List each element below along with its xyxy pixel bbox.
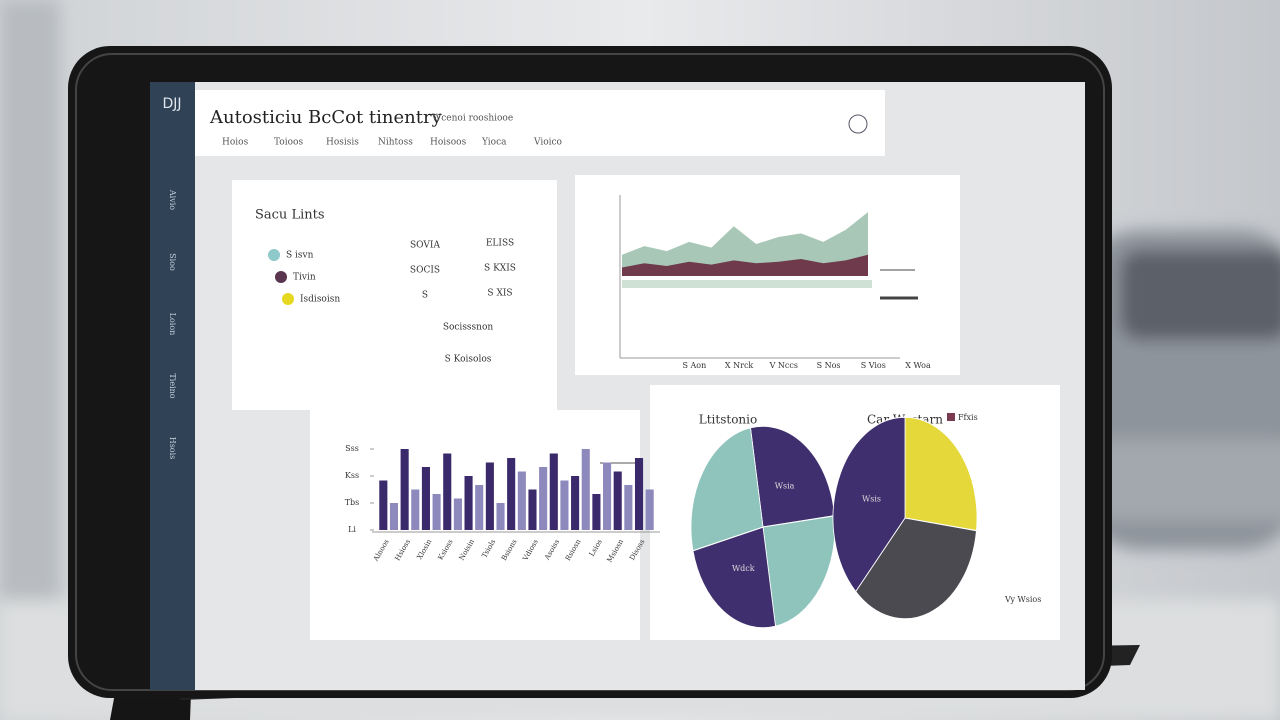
tab[interactable]: Hoios: [222, 138, 249, 148]
summary-value: SOVIA: [410, 241, 440, 251]
x-tick-label: S Vios: [861, 361, 886, 370]
pie-slice: [904, 416, 978, 532]
x-tick-label: X Woa: [905, 361, 931, 370]
footer-note: Vy Wsios: [1004, 595, 1041, 604]
legend-swatch: [275, 271, 287, 283]
x-tick-label: X Nrck: [725, 361, 754, 370]
app-title: Autosticiu BcCot tinentry: [209, 107, 443, 128]
bar: [592, 494, 601, 530]
sidebar-item[interactable]: Aivio: [168, 189, 177, 210]
legend-swatch: [282, 293, 294, 305]
bar: [560, 480, 569, 530]
legend-swatch: [268, 249, 280, 261]
bar: [421, 467, 430, 530]
tab[interactable]: Yioca: [481, 138, 507, 148]
slice-label: Wdck: [732, 564, 755, 573]
summary-value: S: [422, 291, 428, 301]
bar: [517, 471, 526, 530]
tab[interactable]: Hoisoos: [430, 138, 467, 148]
y-tick-label: Sss: [345, 444, 359, 453]
sidebar-item[interactable]: Sioo: [168, 253, 177, 271]
tab[interactable]: Hosisis: [326, 138, 359, 148]
summary-value: ELISS: [486, 239, 514, 249]
summary-value: S KXIS: [484, 264, 516, 274]
bar: [475, 485, 484, 530]
bar: [485, 462, 494, 530]
bar: [507, 458, 516, 530]
pie-slice: [750, 425, 835, 528]
y-tick-label: Kss: [345, 471, 359, 480]
bar-panel: [310, 410, 640, 640]
bar: [539, 467, 548, 530]
x-tick-label: V Nccs: [769, 361, 798, 370]
bar: [432, 494, 441, 530]
area: [622, 254, 868, 276]
summary-note: Socisssnon: [443, 323, 494, 333]
tab[interactable]: Toioos: [274, 138, 303, 148]
bar: [389, 503, 399, 530]
x-tick-label: S Nos: [817, 361, 841, 370]
bar: [496, 503, 505, 530]
summary-title: Sacu Lints: [255, 208, 325, 223]
y-tick-label: Li: [348, 525, 356, 534]
y-tick-label: Tbs: [345, 498, 360, 507]
profile-icon[interactable]: [848, 114, 868, 134]
pie-slice: [692, 526, 776, 629]
bar: [613, 471, 622, 530]
bar: [379, 480, 388, 530]
summary-note: S Koisolos: [445, 355, 492, 365]
bar: [549, 453, 558, 530]
bar: [603, 462, 612, 530]
sidebar-item[interactable]: Hsois: [168, 437, 177, 460]
legend-label: Isdisoisn: [300, 295, 340, 305]
bar: [453, 498, 462, 530]
bar: [645, 489, 654, 530]
header: [195, 90, 885, 156]
legend-swatch: [947, 413, 955, 421]
sidebar-item[interactable]: Loion: [168, 313, 177, 336]
x-tick-label: S Aon: [682, 361, 706, 370]
bar: [634, 458, 644, 530]
bar: [571, 476, 580, 530]
pie: [690, 425, 836, 629]
bar: [464, 476, 473, 530]
slice-label: Wsia: [775, 482, 795, 491]
legend-label: S isvn: [286, 251, 314, 261]
sidebar: [150, 82, 195, 690]
legend-label: Ffxis: [958, 413, 978, 422]
summary-value: S XIS: [487, 289, 512, 299]
bar: [400, 449, 409, 530]
sidebar-item[interactable]: Tieino: [168, 373, 177, 398]
app-subtitle: Wcenoi rooshiooe: [432, 114, 513, 124]
bar: [528, 489, 537, 530]
area-band: [622, 280, 872, 288]
slice-label: Wsis: [862, 494, 881, 503]
bar: [443, 453, 452, 530]
pie-slice: [855, 517, 977, 620]
bar: [581, 449, 590, 530]
summary-value: SOCIS: [410, 266, 440, 276]
logo: DJJ: [162, 96, 181, 112]
pie-slice: [690, 427, 764, 552]
pie: [832, 416, 978, 620]
tab[interactable]: Vioico: [533, 138, 562, 148]
legend-label: Tivin: [293, 273, 316, 283]
tab[interactable]: Nihtoss: [378, 138, 413, 148]
bar: [411, 489, 420, 530]
pie-slice: [832, 416, 906, 593]
pie-title: Ltitstonio: [699, 413, 757, 427]
bar: [624, 485, 633, 530]
